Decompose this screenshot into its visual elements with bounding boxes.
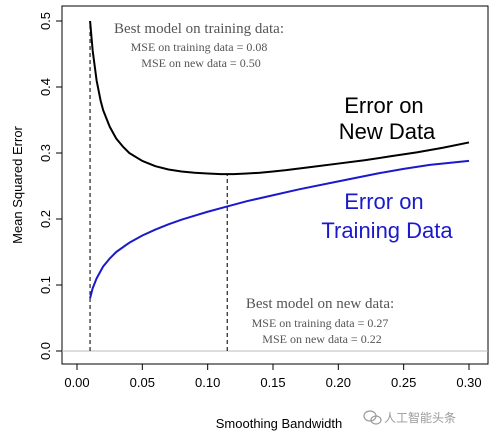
watermark-text: 人工智能头条	[384, 410, 456, 425]
annotation-best-training-title: Best model on training data:	[114, 21, 284, 37]
y-tick-label: 0.5	[38, 12, 53, 30]
y-axis: 0.0 0.1 0.2 0.3 0.4 0.5	[38, 12, 62, 360]
x-tick-label: 0.30	[456, 375, 481, 390]
series-label-training-data-line-2: Training Data	[321, 218, 453, 243]
y-axis-title: Mean Squared Error	[10, 125, 25, 243]
series-label-new-data-line-1: Error on	[344, 93, 423, 118]
series-label-training-data: Error on Training Data	[321, 189, 453, 243]
annotation-best-new-title: Best model on new data:	[246, 296, 394, 312]
y-tick-label: 0.0	[38, 342, 53, 360]
x-axis-title: Smoothing Bandwidth	[216, 416, 342, 431]
y-tick-label: 0.1	[38, 276, 53, 294]
x-tick-label: 0.25	[391, 375, 416, 390]
x-tick-label: 0.00	[64, 375, 89, 390]
x-tick-label: 0.05	[130, 375, 155, 390]
x-tick-label: 0.10	[195, 375, 220, 390]
annotation-best-training-mse-train: MSE on training data = 0.08	[131, 40, 268, 54]
y-tick-label: 0.4	[38, 78, 53, 96]
series-label-new-data: Error on New Data	[339, 93, 436, 144]
y-tick-label: 0.2	[38, 210, 53, 228]
x-tick-label: 0.20	[326, 375, 351, 390]
series-label-training-data-line-1: Error on	[344, 189, 423, 214]
x-tick-label: 0.15	[260, 375, 285, 390]
series-lines	[89, 20, 470, 299]
x-axis: 0.00 0.05 0.10 0.15 0.20 0.25 0.30	[64, 364, 482, 390]
annotation-best-training: Best model on training data: MSE on trai…	[114, 20, 288, 70]
wechat-icon	[363, 410, 382, 425]
annotation-best-new: Best model on new data: MSE on training …	[246, 295, 398, 346]
reference-lines	[89, 21, 228, 351]
plot-frame	[61, 5, 489, 365]
series-label-new-data-line-2: New Data	[339, 119, 436, 144]
annotation-best-training-mse-new: MSE on new data = 0.50	[141, 56, 260, 70]
watermark: 人工智能头条	[363, 410, 456, 425]
annotation-best-new-mse-new: MSE on new data = 0.22	[262, 332, 381, 346]
series-line-training-data	[89, 159, 470, 299]
y-tick-label: 0.3	[38, 144, 53, 162]
annotation-best-new-mse-train: MSE on training data = 0.27	[252, 316, 389, 330]
series-line-new-data	[89, 20, 470, 176]
